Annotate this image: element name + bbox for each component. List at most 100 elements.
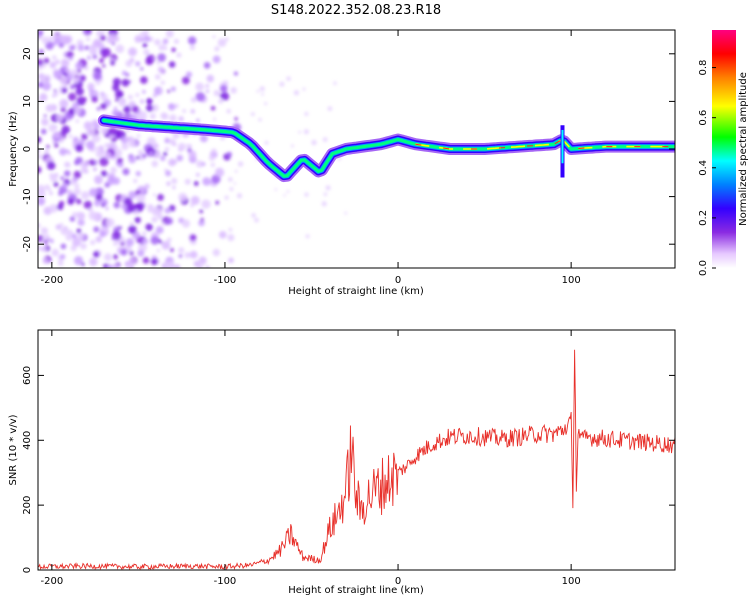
spectrogram-noise-blob [153, 86, 163, 96]
spectrogram-noise-blob [142, 231, 147, 236]
spectrogram-noise-blob [93, 251, 100, 258]
spectrogram-noise-blob [105, 206, 109, 211]
spectrogram-noise-blob [154, 38, 161, 46]
spectrogram-noise-blob [43, 240, 48, 245]
spectrogram-noise-blob [94, 146, 99, 151]
spectrogram-noise-blob [283, 194, 286, 197]
spectrogram-y-tick-label: 10 [22, 95, 33, 108]
spectrogram-noise-blob [151, 104, 159, 112]
spectrogram-noise-blob [160, 89, 164, 93]
spectrogram-noise-blob [94, 40, 101, 47]
spectrogram-noise-blob [154, 207, 163, 216]
spectrogram-noise-blob [65, 162, 71, 168]
spectrogram-noise-blob [98, 145, 104, 151]
spectrogram-noise-blob [129, 57, 135, 63]
spectrogram-noise-blob [40, 247, 45, 251]
spectrogram-noise-blob [62, 182, 68, 189]
spectrogram-noise-blob [187, 36, 197, 45]
spectrogram-noise-blob [38, 166, 42, 174]
spectrogram-noise-blob [68, 134, 73, 138]
spectrogram-noise-blob [156, 249, 160, 253]
spectrogram-noise-blob [164, 146, 170, 152]
snr-ticks: -200 -100 0 100 0 200 400 600 [22, 330, 675, 587]
spectrogram-noise-blob [83, 121, 93, 130]
spectrogram-noise-blob [225, 37, 229, 42]
spectrogram-noise-blob [101, 47, 111, 58]
spectrogram-noise-blob [59, 99, 69, 109]
spectrogram-noise-blob [199, 209, 204, 214]
spectrogram-noise-blob [333, 81, 337, 85]
spectrogram-noise-blob [46, 161, 56, 171]
spectrogram-noise-blob [218, 230, 227, 239]
spectrogram-noise-blob [64, 170, 71, 177]
spectrogram-noise-blob [112, 254, 119, 260]
spectrogram-noise-blob [53, 89, 57, 93]
spectrogram-noise-blob [113, 106, 118, 110]
spectrogram-noise-blob [75, 156, 83, 165]
spectrogram-noise-blob [77, 44, 85, 52]
spectrogram-noise-blob [76, 228, 82, 234]
spectrogram-noise-blob [177, 142, 186, 151]
spectrogram-noise-blob [91, 134, 101, 143]
spectrogram-noise-blob [121, 142, 129, 151]
spectrogram-x-label: Height of straight line (km) [288, 286, 424, 297]
spectrogram-noise-blob [214, 46, 220, 52]
snr-y-tick-label: 200 [22, 496, 33, 515]
spectrogram-noise-blob [55, 224, 62, 230]
spectrogram-noise-blob [70, 244, 77, 252]
spectrogram-y-tick-label: -10 [22, 188, 33, 204]
spectrogram-noise-blob [118, 225, 122, 230]
spectrogram-noise-blob [291, 144, 294, 148]
spectrogram-noise-blob [171, 177, 178, 185]
colorbar-gradient [712, 30, 736, 268]
spectrogram-noise-blob [120, 241, 125, 246]
spectrogram-noise-blob [49, 61, 57, 69]
spectrogram-noise-blob [190, 109, 196, 114]
spectrogram-noise-blob [95, 149, 104, 158]
spectrogram-noise-blob [170, 86, 176, 92]
snr-x-tick-label: -200 [40, 576, 63, 587]
spectrogram-noise-blob [89, 187, 98, 197]
spectrogram-noise-blob [161, 221, 166, 226]
spectrogram-noise-blob [84, 169, 89, 174]
spectrogram-noise-blob [111, 236, 116, 241]
spectrogram-noise-blob [144, 35, 151, 43]
spectrogram-noise-blob [41, 36, 50, 45]
spectrogram-noise-blob [112, 77, 121, 86]
spectrogram-noise-blob [176, 52, 182, 58]
spectrogram-noise-blob [199, 134, 208, 143]
spectrogram-noise-blob [210, 105, 216, 111]
spectrogram-noise-blob [110, 166, 117, 174]
spectrogram-noise-blob [77, 232, 85, 241]
spectrogram-noise-blob [114, 145, 119, 150]
spectrogram-noise-blob [201, 199, 211, 209]
spectrogram-noise-blob [198, 264, 204, 268]
spectrogram-noise-blob [41, 76, 48, 84]
snr-x-tick-label: 0 [395, 576, 401, 587]
spectrogram-noise-blob [115, 44, 125, 54]
spectrogram-noise-blob [48, 123, 57, 132]
spectrogram-noise-blob [254, 217, 259, 223]
spectrogram-noise-blob [184, 178, 191, 185]
spectrogram-noise-blob [43, 114, 47, 118]
spectrogram-noise-blob [86, 30, 91, 33]
spectrogram-noise-blob [137, 149, 143, 155]
spectrogram-noise-blob [213, 89, 220, 97]
snr-frame [37, 329, 676, 571]
spectrogram-noise-blob [49, 238, 54, 244]
spectrogram-noise-blob [211, 148, 217, 154]
spectrogram-noise-blob [101, 225, 107, 232]
spectrogram-noise-blob [304, 112, 309, 116]
spectrogram-noise-blob [228, 177, 233, 182]
spectrogram-noise-blob [61, 87, 68, 94]
snr-x-tick-label: -100 [214, 576, 237, 587]
spectrogram-noise-blob [139, 76, 148, 84]
spectrogram-noise-blob [45, 104, 54, 113]
spectrogram-noise-blob [75, 143, 84, 153]
spectrogram-noise-blob [168, 158, 176, 167]
spectrogram-noise-blob [55, 59, 60, 65]
spectrogram-noise-blob [100, 126, 108, 135]
colorbar-tick-label: 0.0 [698, 260, 709, 276]
spectrogram-noise-blob [178, 254, 183, 258]
spectrogram-noise-blob [256, 89, 260, 93]
